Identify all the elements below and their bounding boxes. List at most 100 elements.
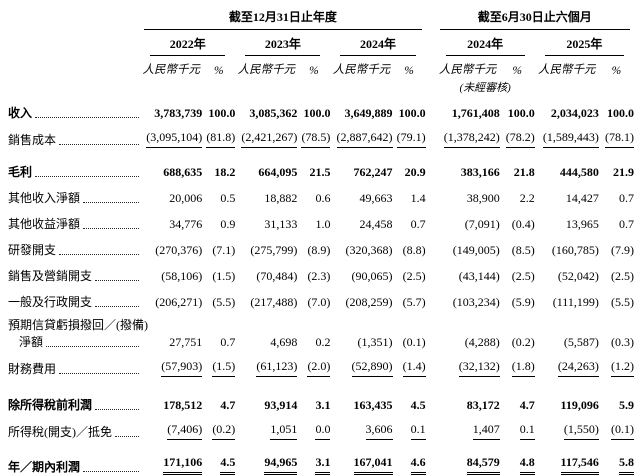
cell-amount: (160,785)	[535, 232, 599, 258]
cell-percent: 21.9	[599, 148, 634, 180]
cell-amount: (24,263)	[535, 350, 599, 377]
cell-value: 83,172	[466, 398, 500, 412]
table-row: 年／期內利潤 171,106 4.5 94,965 3.1 167,041 4.6 84,57…	[8, 440, 634, 475]
cell-percent: 3.1	[297, 377, 330, 413]
cell-value: (8.8)	[402, 243, 426, 257]
dot-leader	[59, 373, 140, 374]
cell-value: (24,263)	[557, 359, 599, 377]
cell-value: 3,649,889	[344, 106, 393, 120]
cell-percent: (2.3)	[297, 258, 330, 284]
row-label-cell: 研發開支	[8, 232, 140, 258]
cell-value: 3,783,739	[154, 106, 203, 120]
cell-value: 100.0	[607, 106, 634, 120]
cell-value: (78.5)	[301, 130, 331, 148]
cell-amount: (1,550)	[535, 413, 599, 440]
cell-value: 27,751	[169, 335, 203, 349]
cell-percent: 20.9	[393, 148, 426, 180]
cell-value: 383,166	[460, 165, 500, 179]
cell-percent: 100.0	[297, 95, 330, 121]
cell-amount: 3,606	[330, 413, 393, 440]
cell-value: (7.0)	[307, 295, 331, 309]
cell-value: (2,887,642)	[336, 130, 393, 148]
cell-value: (320,368)	[345, 243, 393, 257]
cell-value: 444,580	[559, 165, 599, 179]
cell-percent: (0.3)	[599, 310, 634, 350]
year-header-row: 2022年 2023年 2024年 2024年 2025年	[8, 30, 634, 56]
cell-amount: 167,041	[330, 440, 393, 475]
section-gap	[426, 180, 436, 206]
cell-value: (2,421,267)	[241, 130, 298, 148]
cell-value: (160,785)	[551, 243, 599, 257]
cell-value: 3.1	[315, 455, 331, 475]
cell-value: (2.5)	[511, 269, 535, 283]
dot-leader	[35, 117, 140, 118]
row-label: 所得稅(開支)／抵免	[8, 425, 112, 439]
section-gap	[426, 350, 436, 377]
cell-percent: (1.2)	[599, 350, 634, 377]
cell-value: 20,006	[169, 191, 203, 205]
cell-value: 18.2	[214, 165, 236, 179]
cell-percent: 21.8	[500, 148, 535, 180]
row-label-cell: 毛利	[8, 148, 140, 180]
cell-value: 0.7	[619, 191, 634, 205]
table-row: 其他收入淨額 20,006 0.5 18,882 0.6 49,663 1.4 38,900 2…	[8, 180, 634, 206]
cell-amount: (7,406)	[140, 413, 203, 440]
cell-value: 4.7	[519, 398, 535, 412]
cell-value: (2.3)	[307, 269, 331, 283]
cell-percent: (8.5)	[500, 232, 535, 258]
year-header-interim-2025: 2025年	[544, 30, 624, 56]
section-gap	[426, 413, 436, 440]
cell-amount: (111,199)	[535, 284, 599, 310]
cell-percent: (7.0)	[297, 284, 330, 310]
row-label: 收入	[8, 106, 33, 120]
unaudited-note-row: (未經審核)	[8, 77, 634, 95]
cell-percent: 0.1	[393, 413, 426, 440]
cell-value: (1.5)	[212, 269, 236, 283]
dot-leader	[46, 346, 140, 347]
year-header-2023: 2023年	[245, 30, 321, 56]
table-body: 收入 3,783,739 100.0 3,085,362 100.0 3,649,889 1…	[8, 95, 634, 475]
cell-percent: 4.6	[393, 440, 426, 475]
dot-leader	[115, 436, 140, 437]
cell-percent: 0.1	[500, 413, 535, 440]
cell-value: 100.0	[208, 106, 236, 120]
cell-value: 167,041	[353, 455, 393, 475]
cell-value: (8.9)	[307, 243, 331, 257]
cell-percent: 18.2	[202, 148, 235, 180]
cell-value: (90,065)	[351, 269, 393, 283]
cell-amount: 83,172	[436, 377, 500, 413]
cell-percent: 4.8	[500, 440, 535, 475]
cell-value: (4,288)	[464, 335, 500, 349]
dot-leader	[83, 202, 140, 203]
row-label-line2: 淨額	[19, 335, 44, 349]
cell-amount: 31,133	[235, 206, 297, 232]
unaudited-note: (未經審核)	[459, 82, 511, 94]
cell-value: (0.1)	[611, 422, 634, 440]
cell-percent: 0.7	[202, 310, 235, 350]
row-label-cell: 其他收入淨額	[8, 180, 140, 206]
table-row: 預期信貸虧損撥回／(撥備) 淨額 27,751 0.7 4,698 0.2 (1,351) (…	[8, 310, 634, 350]
cell-value: 0.1	[410, 422, 426, 440]
cell-amount: 93,914	[235, 377, 297, 413]
cell-value: (43,144)	[458, 269, 500, 283]
cell-percent: 1.0	[297, 206, 330, 232]
cell-percent: 0.0	[297, 413, 331, 440]
table-row: 其他收益淨額 34,776 0.9 31,133 1.0 24,458 0.7 (7,091)…	[8, 206, 634, 232]
cell-value: 21.8	[513, 165, 535, 179]
cell-amount: (5,587)	[535, 310, 599, 350]
cell-amount: 762,247	[330, 148, 393, 180]
cell-percent: 0.5	[202, 180, 235, 206]
cell-value: 100.0	[398, 106, 426, 120]
table-row: 財務費用 (57,903) (1.5) (61,123) (2.0) (52,890) (1…	[8, 350, 634, 377]
cell-amount: (275,799)	[235, 232, 297, 258]
cell-amount: (103,234)	[436, 284, 500, 310]
cell-percent: 100.0	[500, 95, 535, 121]
cell-value: 1,051	[270, 422, 298, 440]
table-row: 銷售成本 (3,095,104) (81.8) (2,421,267) (78.5) (2…	[8, 121, 634, 148]
cell-value: (5.5)	[212, 295, 236, 309]
cell-percent: (78.5)	[297, 121, 331, 148]
section-header-annual: 截至12月31日止年度	[144, 8, 422, 30]
dot-leader	[95, 306, 140, 307]
cell-percent: 0.7	[599, 180, 634, 206]
row-label-cell: 銷售成本	[8, 121, 140, 148]
